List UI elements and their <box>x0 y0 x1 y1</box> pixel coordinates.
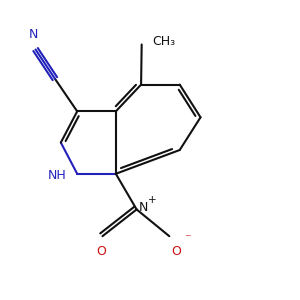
Text: O: O <box>171 244 181 257</box>
Text: NH: NH <box>48 169 67 182</box>
Text: N: N <box>28 28 38 40</box>
Text: +: + <box>148 195 156 205</box>
Text: N: N <box>139 202 148 214</box>
Text: CH₃: CH₃ <box>152 35 175 48</box>
Text: O: O <box>96 244 106 257</box>
Text: ⁻: ⁻ <box>184 233 191 246</box>
